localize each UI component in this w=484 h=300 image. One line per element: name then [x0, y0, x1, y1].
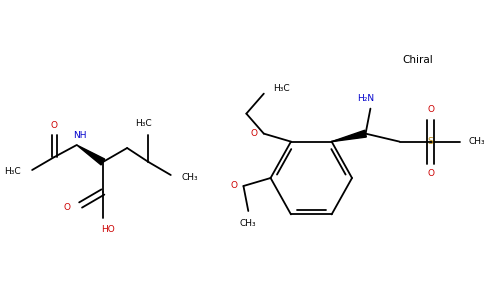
Text: NH: NH — [73, 130, 86, 140]
Text: H₃C: H₃C — [4, 167, 20, 176]
Text: H₂N: H₂N — [357, 94, 374, 103]
Text: O: O — [427, 105, 434, 114]
Text: CH₃: CH₃ — [469, 137, 484, 146]
Text: O: O — [51, 121, 58, 130]
Text: H₃C: H₃C — [273, 84, 289, 93]
Text: O: O — [63, 203, 71, 212]
Text: S: S — [428, 137, 433, 146]
Text: CH₃: CH₃ — [182, 172, 198, 182]
Text: O: O — [251, 129, 257, 138]
Text: HO: HO — [101, 226, 115, 235]
Polygon shape — [77, 145, 105, 165]
Text: O: O — [230, 182, 237, 190]
Text: O: O — [427, 169, 434, 178]
Text: CH₃: CH₃ — [240, 218, 257, 227]
Polygon shape — [332, 130, 366, 142]
Text: Chiral: Chiral — [403, 55, 433, 65]
Text: H₃C: H₃C — [136, 118, 152, 127]
